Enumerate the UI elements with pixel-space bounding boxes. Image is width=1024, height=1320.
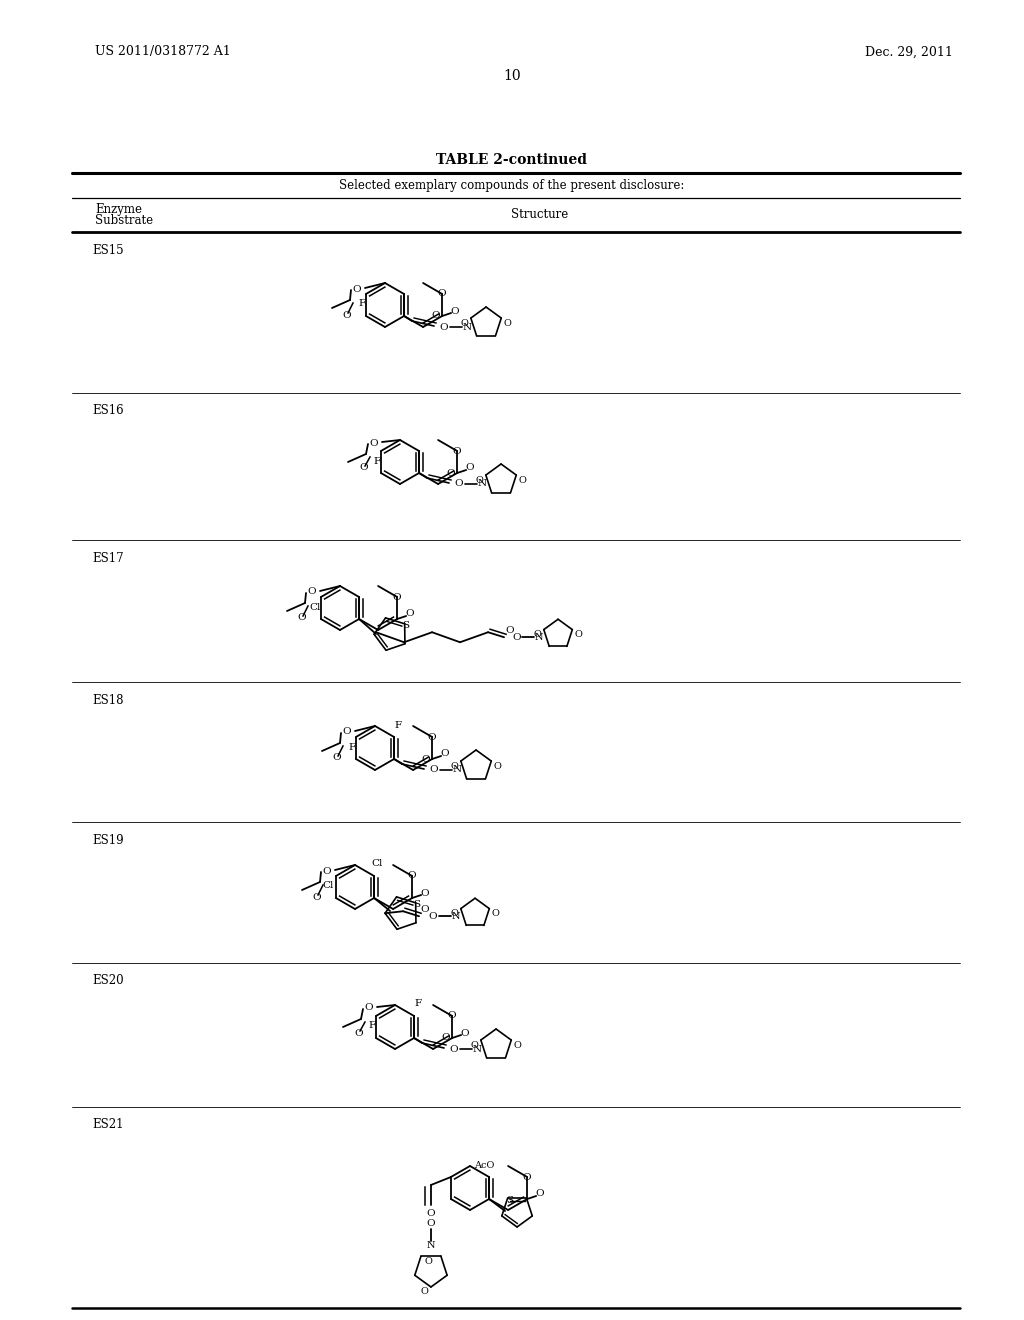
Text: O: O xyxy=(432,312,440,321)
Text: O: O xyxy=(406,610,415,619)
Text: O: O xyxy=(518,475,526,484)
Text: N: N xyxy=(427,1242,435,1250)
Text: O: O xyxy=(441,1034,451,1043)
Text: ES19: ES19 xyxy=(92,833,124,846)
Text: F: F xyxy=(394,721,401,730)
Text: O: O xyxy=(513,632,521,642)
Text: O: O xyxy=(451,762,459,771)
Text: O: O xyxy=(429,912,437,921)
Text: O: O xyxy=(359,463,369,473)
Text: O: O xyxy=(438,289,446,298)
Text: O: O xyxy=(471,1040,479,1049)
Text: O: O xyxy=(424,1257,432,1266)
Text: O: O xyxy=(323,866,332,875)
Text: O: O xyxy=(453,446,462,455)
Text: O: O xyxy=(492,909,500,919)
Text: O: O xyxy=(421,904,429,913)
Text: ES20: ES20 xyxy=(92,974,124,987)
Text: 10: 10 xyxy=(503,69,521,83)
Text: O: O xyxy=(455,479,464,488)
Text: N: N xyxy=(472,1044,481,1053)
Text: O: O xyxy=(408,871,417,880)
Text: Cl: Cl xyxy=(323,882,334,891)
Text: ES16: ES16 xyxy=(92,404,124,417)
Text: O: O xyxy=(393,593,401,602)
Text: O: O xyxy=(534,630,542,639)
Text: O: O xyxy=(428,733,436,742)
Text: ES18: ES18 xyxy=(92,693,124,706)
Text: N: N xyxy=(463,322,472,331)
Text: O: O xyxy=(354,1028,364,1038)
Text: O: O xyxy=(312,892,322,902)
Text: F: F xyxy=(374,457,381,466)
Text: Substrate: Substrate xyxy=(95,214,154,227)
Text: F: F xyxy=(348,742,355,751)
Text: O: O xyxy=(447,1011,457,1020)
Text: O: O xyxy=(506,626,514,635)
Text: Cl: Cl xyxy=(372,858,383,867)
Text: S: S xyxy=(413,900,420,909)
Text: O: O xyxy=(439,322,449,331)
Text: US 2011/0318772 A1: US 2011/0318772 A1 xyxy=(95,45,230,58)
Text: O: O xyxy=(352,285,361,293)
Text: ES17: ES17 xyxy=(92,552,124,565)
Text: F: F xyxy=(415,999,422,1008)
Text: N: N xyxy=(535,632,544,642)
Text: TABLE 2-continued: TABLE 2-continued xyxy=(436,153,588,168)
Text: O: O xyxy=(333,754,341,763)
Text: N: N xyxy=(452,912,461,921)
Text: O: O xyxy=(420,1287,428,1296)
Text: O: O xyxy=(446,469,456,478)
Text: O: O xyxy=(536,1189,545,1199)
Text: O: O xyxy=(441,750,450,759)
Text: S: S xyxy=(506,1196,513,1205)
Text: O: O xyxy=(466,463,474,473)
Text: N: N xyxy=(477,479,486,488)
Text: O: O xyxy=(343,727,351,737)
Text: AcO: AcO xyxy=(474,1160,495,1170)
Text: S: S xyxy=(402,622,410,631)
Text: O: O xyxy=(461,318,469,327)
Text: O: O xyxy=(343,310,351,319)
Text: O: O xyxy=(421,888,429,898)
Text: N: N xyxy=(453,766,462,775)
Text: O: O xyxy=(451,909,459,919)
Text: Selected exemplary compounds of the present disclosure:: Selected exemplary compounds of the pres… xyxy=(339,180,685,193)
Text: O: O xyxy=(574,630,583,639)
Text: O: O xyxy=(427,1209,435,1217)
Text: O: O xyxy=(365,1003,374,1012)
Text: O: O xyxy=(307,587,316,597)
Text: ES21: ES21 xyxy=(92,1118,124,1131)
Text: Structure: Structure xyxy=(511,207,568,220)
Text: O: O xyxy=(422,755,430,763)
Text: O: O xyxy=(476,475,483,484)
Text: O: O xyxy=(494,762,501,771)
Text: Enzyme: Enzyme xyxy=(95,203,142,216)
Text: O: O xyxy=(427,1218,435,1228)
Text: O: O xyxy=(450,1044,459,1053)
Text: O: O xyxy=(370,438,378,447)
Text: O: O xyxy=(523,1172,531,1181)
Text: O: O xyxy=(461,1028,469,1038)
Text: O: O xyxy=(504,318,511,327)
Text: F: F xyxy=(369,1022,376,1031)
Text: ES15: ES15 xyxy=(92,243,124,256)
Text: O: O xyxy=(451,306,460,315)
Text: O: O xyxy=(513,1040,521,1049)
Text: Cl: Cl xyxy=(309,602,321,611)
Text: Dec. 29, 2011: Dec. 29, 2011 xyxy=(865,45,953,58)
Text: F: F xyxy=(358,300,366,309)
Text: O: O xyxy=(298,614,306,623)
Text: O: O xyxy=(430,766,438,775)
